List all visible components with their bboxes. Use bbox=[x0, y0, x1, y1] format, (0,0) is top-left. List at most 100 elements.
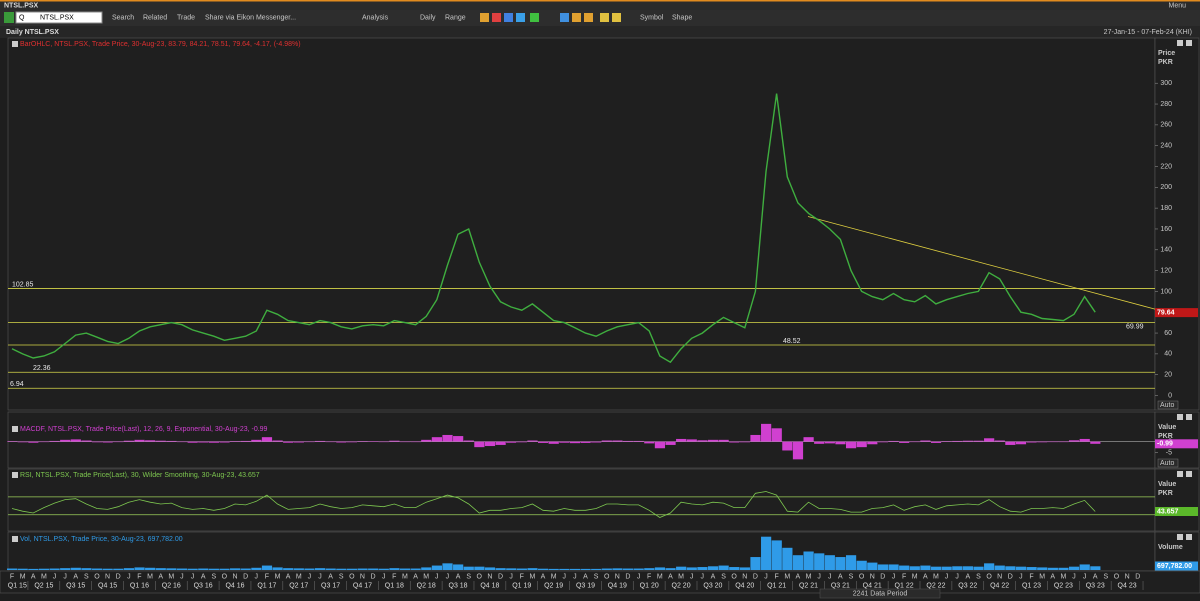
toolbar-item[interactable]: Search bbox=[112, 14, 134, 21]
toolbar-item[interactable]: Trade bbox=[177, 14, 195, 21]
back-button[interactable] bbox=[4, 12, 14, 23]
quarter-label: Q4 18 bbox=[480, 582, 499, 589]
bar bbox=[814, 441, 825, 444]
bar bbox=[17, 441, 28, 443]
bar bbox=[877, 564, 889, 570]
ric-input[interactable] bbox=[15, 11, 103, 24]
auto-label[interactable]: Auto bbox=[1160, 460, 1175, 467]
month-label: D bbox=[243, 573, 248, 580]
month-label: F bbox=[520, 573, 524, 580]
month-label: A bbox=[711, 573, 716, 580]
month-label: J bbox=[701, 573, 705, 580]
toolbar-item[interactable]: Related bbox=[143, 14, 167, 21]
toolbar-item[interactable]: Share via Eikon Messenger... bbox=[205, 14, 296, 21]
panel-button[interactable] bbox=[1186, 40, 1192, 46]
panel-button[interactable] bbox=[1177, 40, 1183, 46]
bar bbox=[506, 441, 517, 443]
panel-button[interactable] bbox=[1186, 414, 1192, 420]
bar bbox=[633, 440, 644, 442]
bar bbox=[622, 440, 634, 442]
month-label: D bbox=[880, 573, 885, 580]
bar bbox=[718, 439, 729, 442]
bar bbox=[230, 441, 241, 442]
quarter-label: Q2 18 bbox=[417, 582, 436, 589]
y-tick-label: 300 bbox=[1160, 80, 1172, 87]
bar bbox=[198, 568, 209, 570]
month-label: J bbox=[817, 573, 821, 580]
bar bbox=[134, 439, 145, 442]
bar bbox=[293, 441, 304, 443]
month-label: J bbox=[562, 573, 566, 580]
y-axis-title: Volume bbox=[1158, 544, 1183, 551]
toolbar-icon[interactable] bbox=[600, 13, 609, 22]
level-label: 6.94 bbox=[10, 381, 24, 388]
bar bbox=[750, 557, 761, 570]
bar bbox=[219, 568, 230, 570]
quarter-label: Q1 23 bbox=[1022, 582, 1041, 589]
toolbar-item[interactable]: Shape bbox=[672, 14, 692, 21]
bar bbox=[1037, 441, 1048, 443]
bar bbox=[899, 441, 910, 443]
bar bbox=[1069, 440, 1080, 442]
chart-header bbox=[0, 26, 1200, 38]
level-label: 48.52 bbox=[783, 338, 801, 345]
panel-button[interactable] bbox=[1186, 471, 1192, 477]
panel-button[interactable] bbox=[1177, 534, 1183, 540]
auto-button[interactable] bbox=[1157, 458, 1179, 468]
bar bbox=[538, 568, 549, 570]
y-axis-title: Price bbox=[1158, 50, 1175, 57]
month-label: F bbox=[902, 573, 906, 580]
trendline bbox=[807, 216, 1156, 310]
toolbar-item[interactable]: Daily bbox=[420, 14, 436, 21]
month-label: J bbox=[127, 573, 131, 580]
auto-label[interactable]: Auto bbox=[1160, 402, 1175, 409]
ric-text: NTSL.PSX bbox=[40, 14, 74, 21]
month-label: D bbox=[371, 573, 376, 580]
month-label: M bbox=[20, 573, 26, 580]
bar bbox=[155, 568, 166, 570]
bar bbox=[899, 565, 910, 570]
bar bbox=[548, 441, 559, 444]
bar bbox=[654, 441, 666, 449]
bar bbox=[113, 441, 124, 443]
toolbar-item[interactable]: Symbol bbox=[640, 14, 664, 21]
bar bbox=[1026, 441, 1037, 443]
toolbar-icon[interactable] bbox=[492, 13, 501, 22]
panel-button[interactable] bbox=[1177, 471, 1183, 477]
bar bbox=[272, 440, 283, 442]
panel-button[interactable] bbox=[1177, 414, 1183, 420]
panel bbox=[7, 37, 1156, 411]
month-label: A bbox=[1093, 573, 1098, 580]
bar bbox=[718, 565, 729, 570]
toolbar-icon[interactable] bbox=[530, 13, 539, 22]
bar bbox=[930, 566, 942, 570]
toolbar-icon[interactable] bbox=[504, 13, 513, 22]
toolbar-icon[interactable] bbox=[584, 13, 593, 22]
auto-button[interactable] bbox=[1157, 400, 1179, 410]
last-value: -0.99 bbox=[1157, 441, 1173, 448]
bar bbox=[676, 438, 687, 442]
bar bbox=[368, 441, 379, 442]
toolbar-icon[interactable] bbox=[480, 13, 489, 22]
month-label: J bbox=[764, 573, 768, 580]
y-tick-label: 240 bbox=[1160, 143, 1172, 150]
toolbar-icon[interactable] bbox=[516, 13, 525, 22]
toolbar-item[interactable]: Analysis bbox=[362, 14, 389, 21]
menu[interactable]: Menu bbox=[1168, 2, 1186, 9]
month-label: S bbox=[211, 573, 216, 580]
quarter-label: Q2 21 bbox=[799, 582, 818, 589]
toolbar-icon[interactable] bbox=[572, 13, 581, 22]
bar bbox=[399, 441, 411, 443]
bar bbox=[123, 440, 135, 442]
bar bbox=[665, 441, 676, 445]
last-value-box bbox=[1155, 308, 1198, 318]
y-tick-label: 220 bbox=[1160, 163, 1172, 170]
month-label: D bbox=[116, 573, 121, 580]
month-label: M bbox=[806, 573, 812, 580]
month-label: J bbox=[945, 573, 949, 580]
toolbar-icon[interactable] bbox=[612, 13, 621, 22]
toolbar-item[interactable]: Range bbox=[445, 14, 466, 21]
toolbar-icon[interactable] bbox=[560, 13, 569, 22]
panel-button[interactable] bbox=[1186, 534, 1192, 540]
bar bbox=[920, 440, 931, 442]
